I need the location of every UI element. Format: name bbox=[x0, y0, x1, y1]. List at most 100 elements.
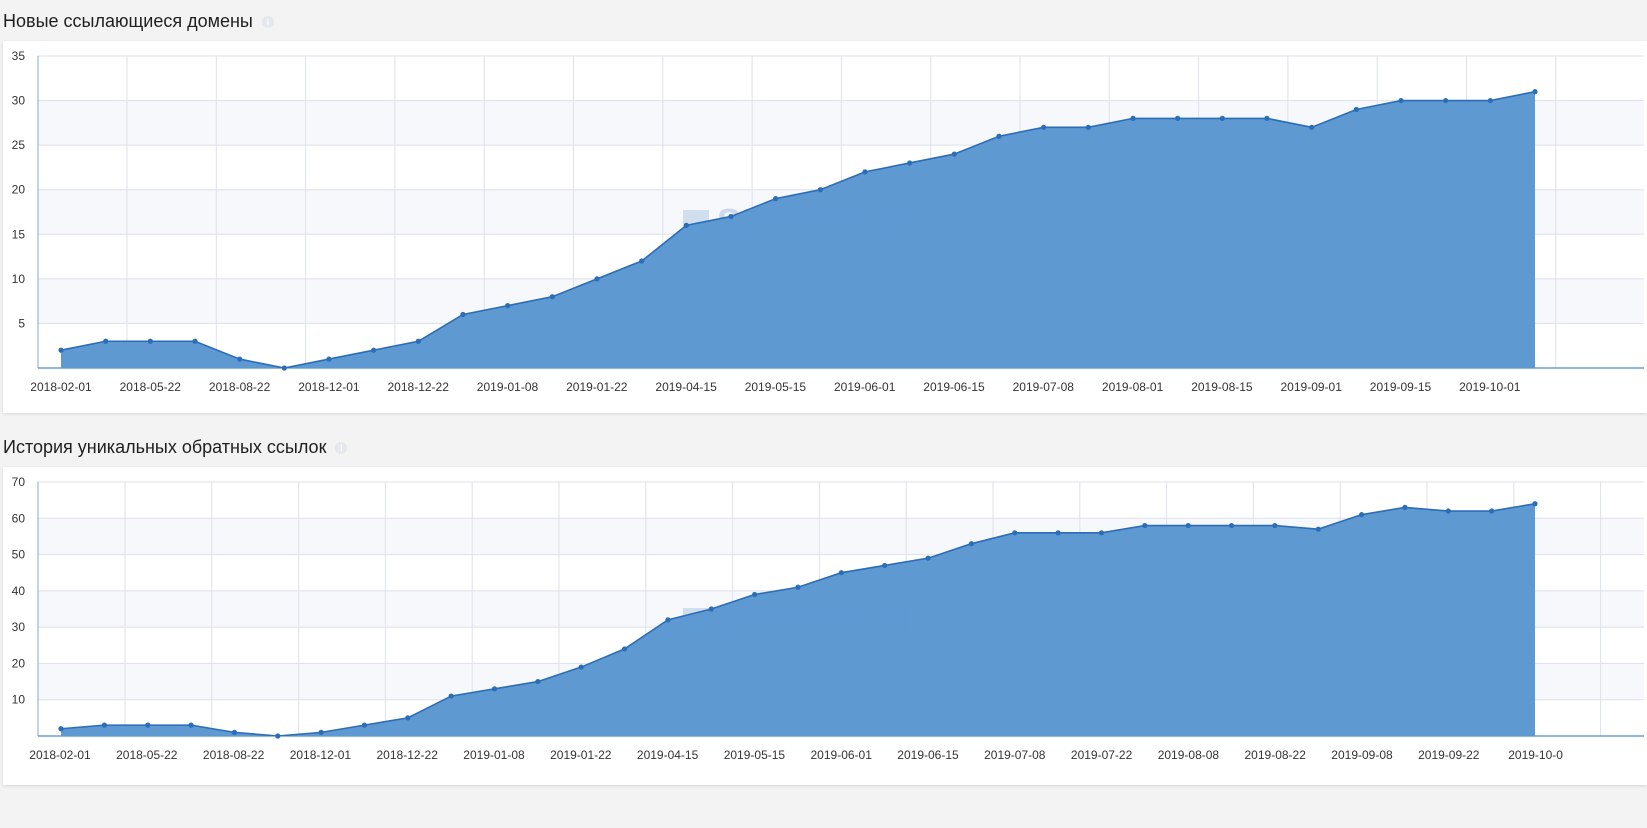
x-tick-label: 2019-09-01 bbox=[1281, 380, 1343, 394]
info-icon[interactable]: i bbox=[335, 441, 348, 454]
data-point bbox=[192, 338, 198, 344]
data-point bbox=[281, 365, 287, 371]
data-point bbox=[594, 276, 600, 282]
data-point bbox=[448, 693, 454, 699]
y-tick-label: 60 bbox=[12, 511, 26, 525]
data-point bbox=[145, 722, 151, 728]
x-tick-label: 2018-05-22 bbox=[120, 380, 182, 394]
data-point bbox=[728, 213, 734, 220]
data-point bbox=[505, 303, 511, 309]
x-tick-label: 2019-07-08 bbox=[1013, 380, 1075, 394]
x-tick-label: 2019-08-22 bbox=[1245, 748, 1307, 762]
info-icon[interactable]: i bbox=[261, 15, 274, 28]
data-point bbox=[1402, 504, 1408, 510]
x-tick-label: 2019-05-15 bbox=[724, 748, 786, 762]
x-tick-label: 2019-06-15 bbox=[897, 748, 959, 762]
y-tick-label: 5 bbox=[18, 316, 25, 330]
data-point bbox=[103, 338, 109, 344]
data-point bbox=[318, 729, 324, 735]
data-point bbox=[147, 338, 153, 344]
data-point bbox=[1055, 530, 1061, 536]
data-point bbox=[1142, 522, 1148, 529]
data-point bbox=[665, 617, 671, 623]
data-point bbox=[1272, 522, 1278, 529]
chart-2-title: История уникальных обратных ссылок i bbox=[3, 437, 348, 458]
x-tick-label: 2019-01-22 bbox=[566, 380, 628, 394]
x-tick-label: 2019-08-08 bbox=[1158, 748, 1220, 762]
data-point bbox=[1532, 89, 1538, 95]
data-point bbox=[361, 722, 368, 728]
data-point bbox=[231, 729, 238, 735]
x-tick-label: 2019-06-01 bbox=[811, 748, 873, 762]
data-point bbox=[882, 562, 888, 569]
y-tick-label: 20 bbox=[12, 183, 26, 197]
data-point bbox=[1098, 530, 1105, 536]
x-tick-label: 2019-01-08 bbox=[463, 748, 525, 762]
data-point bbox=[188, 722, 194, 728]
data-point bbox=[862, 169, 868, 175]
x-tick-label: 2019-06-15 bbox=[923, 380, 985, 394]
x-tick-label: 2019-01-22 bbox=[550, 748, 612, 762]
y-tick-label: 10 bbox=[12, 272, 26, 286]
chart-1-title: Новые ссылающиеся домены i bbox=[3, 11, 274, 32]
data-point bbox=[1309, 124, 1315, 130]
x-tick-label: 2019-04-15 bbox=[655, 380, 717, 394]
data-point bbox=[578, 664, 584, 670]
y-tick-label: 25 bbox=[12, 138, 26, 152]
chart-1-svg: 5 10 15 20 25 30 35 2018-02-01 2018-05-22 2018-08… bbox=[12, 49, 1644, 394]
data-point bbox=[817, 187, 823, 193]
chart-1-title-text: Новые ссылающиеся домены bbox=[3, 11, 253, 31]
data-point bbox=[237, 356, 243, 362]
x-tick-label: 2019-09-08 bbox=[1331, 748, 1393, 762]
data-point bbox=[951, 151, 957, 157]
x-tick-label: 2019-08-01 bbox=[1102, 380, 1164, 394]
chart-2-title-text: История уникальных обратных ссылок bbox=[3, 437, 327, 457]
data-point bbox=[460, 311, 466, 318]
x-tick-label: 2018-12-22 bbox=[388, 380, 450, 394]
data-point bbox=[101, 722, 107, 728]
data-point bbox=[549, 294, 555, 300]
data-point bbox=[639, 258, 645, 264]
data-point bbox=[1532, 501, 1538, 507]
data-point bbox=[795, 584, 801, 590]
y-tick-label: 35 bbox=[12, 49, 26, 63]
data-point bbox=[326, 356, 332, 362]
y-tick-label: 50 bbox=[12, 548, 26, 562]
data-point bbox=[752, 591, 758, 598]
x-tick-label: 2019-04-15 bbox=[637, 748, 699, 762]
data-point bbox=[1185, 522, 1191, 529]
data-point bbox=[1443, 97, 1449, 104]
data-point bbox=[1264, 115, 1270, 121]
data-point bbox=[773, 196, 779, 202]
chart-2-svg: 10 20 30 40 50 60 70 2018-02-01 2018-05-22 2018-0… bbox=[12, 475, 1644, 762]
data-point bbox=[1041, 124, 1047, 130]
data-point bbox=[968, 541, 975, 547]
data-point bbox=[491, 686, 498, 692]
data-point bbox=[1487, 97, 1493, 104]
x-tick-label: 2018-05-22 bbox=[116, 748, 178, 762]
data-point bbox=[405, 715, 411, 721]
data-point bbox=[1228, 522, 1235, 529]
data-point bbox=[1085, 124, 1091, 130]
data-point bbox=[58, 347, 64, 353]
data-point bbox=[58, 726, 64, 732]
data-point bbox=[996, 133, 1002, 139]
data-point bbox=[1219, 115, 1225, 121]
y-tick-label: 30 bbox=[12, 620, 26, 634]
data-point bbox=[838, 570, 844, 576]
chart-1-card: 5 10 15 20 25 30 35 2018-02-01 2018-05-22 2018-08… bbox=[3, 41, 1647, 413]
data-point bbox=[415, 338, 421, 344]
data-point bbox=[925, 555, 931, 561]
y-tick-label: 20 bbox=[12, 656, 26, 670]
x-tick-label: 2019-09-15 bbox=[1370, 380, 1432, 394]
y-tick-label: 70 bbox=[12, 475, 26, 489]
x-tick-label: 2018-02-01 bbox=[29, 748, 91, 762]
x-tick-label: 2019-05-15 bbox=[745, 380, 807, 394]
data-point bbox=[1315, 526, 1321, 532]
x-tick-label: 2019-01-08 bbox=[477, 380, 539, 394]
x-tick-label: 2018-12-22 bbox=[377, 748, 439, 762]
data-point bbox=[371, 347, 377, 353]
x-tick-label: 2019-06-01 bbox=[834, 380, 896, 394]
x-tick-label: 2018-08-22 bbox=[209, 380, 271, 394]
data-point bbox=[1130, 115, 1136, 121]
